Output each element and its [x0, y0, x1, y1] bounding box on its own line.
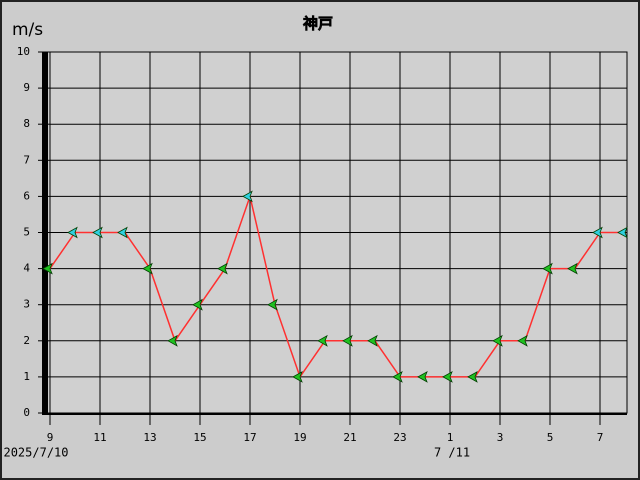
- wind-marker: [367, 334, 378, 347]
- wind-marker: [192, 298, 203, 311]
- x-tick-label: 23: [393, 431, 406, 444]
- wind-marker: [67, 226, 78, 239]
- x-tick-label: 15: [193, 431, 206, 444]
- x-tick-label: 3: [497, 431, 504, 444]
- x-tick-label: 11: [93, 431, 106, 444]
- x-tick-label: 21: [343, 431, 356, 444]
- y-tick-label: 0: [23, 406, 30, 419]
- x-tick-label: 5: [547, 431, 554, 444]
- y-tick-label: 2: [23, 334, 30, 347]
- wind-marker: [442, 371, 453, 383]
- wind-marker: [517, 334, 528, 347]
- wind-marker: [592, 226, 603, 239]
- x-tick-label: 9: [47, 431, 54, 444]
- wind-marker: [117, 226, 128, 239]
- date-label: 2025/7/10: [3, 446, 68, 460]
- wind-marker: [542, 262, 553, 275]
- y-tick-label: 5: [23, 226, 30, 239]
- wind-marker: [267, 298, 278, 311]
- wind-marker: [317, 334, 328, 347]
- wind-marker: [617, 226, 628, 239]
- date-label: 7 /11: [434, 446, 470, 460]
- y-axis: [42, 52, 48, 415]
- y-tick-label: 7: [23, 153, 30, 166]
- wind-marker: [242, 190, 253, 203]
- wind-marker: [167, 334, 178, 347]
- wind-marker: [92, 226, 103, 239]
- y-tick-label: 4: [23, 262, 30, 275]
- wind-marker: [217, 262, 228, 275]
- wind-marker: [292, 371, 303, 383]
- y-tick-label: 8: [23, 117, 30, 130]
- y-tick-label: 9: [23, 81, 30, 94]
- x-tick-label: 1: [447, 431, 454, 444]
- wind-marker: [492, 334, 503, 347]
- y-tick-label: 1: [23, 370, 30, 383]
- x-tick-label: 19: [293, 431, 306, 444]
- wind-marker: [142, 262, 153, 275]
- wind-marker: [467, 371, 478, 383]
- y-tick-label: 10: [17, 45, 30, 58]
- wind-marker: [342, 334, 353, 347]
- wind-marker: [392, 371, 403, 383]
- x-tick-label: 17: [243, 431, 256, 444]
- y-axis-label: m/s: [12, 20, 43, 40]
- x-tick-label: 7: [597, 431, 604, 444]
- series-line: [49, 193, 625, 379]
- y-tick-label: 6: [23, 189, 30, 202]
- chart-title: 神戸: [303, 15, 333, 33]
- x-tick-label: 13: [143, 431, 156, 444]
- y-tick-label: 3: [23, 298, 30, 311]
- wind-marker: [417, 371, 428, 383]
- wind-marker: [42, 262, 53, 275]
- wind-marker: [567, 262, 578, 275]
